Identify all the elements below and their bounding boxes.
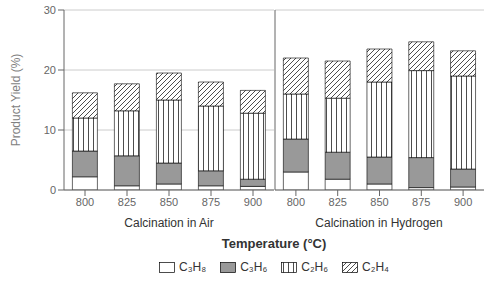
html-text:C₃H₆: C₃H₆ [240, 260, 268, 274]
svg-text:875: 875 [202, 196, 220, 208]
svg-text:10: 10 [44, 124, 56, 136]
html-text:Temperature (°C): Temperature (°C) [221, 236, 327, 251]
svg-text:800: 800 [76, 196, 94, 208]
svg-text:825: 825 [118, 196, 136, 208]
html-text:C₂H₄: C₂H₄ [362, 260, 389, 274]
svg-text:30: 30 [44, 4, 56, 16]
svg-text:875: 875 [412, 196, 430, 208]
svg-text:0: 0 [50, 184, 56, 196]
html-text:Calcination in Air: Calcination in Air [124, 216, 214, 230]
svg-text:20: 20 [44, 64, 56, 76]
svg-text:900: 900 [454, 196, 472, 208]
svg-text:900: 900 [244, 196, 262, 208]
html-text:C₃H₈: C₃H₈ [179, 260, 207, 274]
svg-text:800: 800 [287, 196, 305, 208]
svg-text:850: 850 [160, 196, 178, 208]
html-text:C₂H₆: C₂H₆ [301, 260, 329, 274]
html-text:Calcination in Hydrogen: Calcination in Hydrogen [315, 216, 443, 230]
svg-text:Product Yield (%): Product Yield (%) [9, 54, 23, 147]
svg-text:850: 850 [370, 196, 388, 208]
svg-text:825: 825 [329, 196, 347, 208]
